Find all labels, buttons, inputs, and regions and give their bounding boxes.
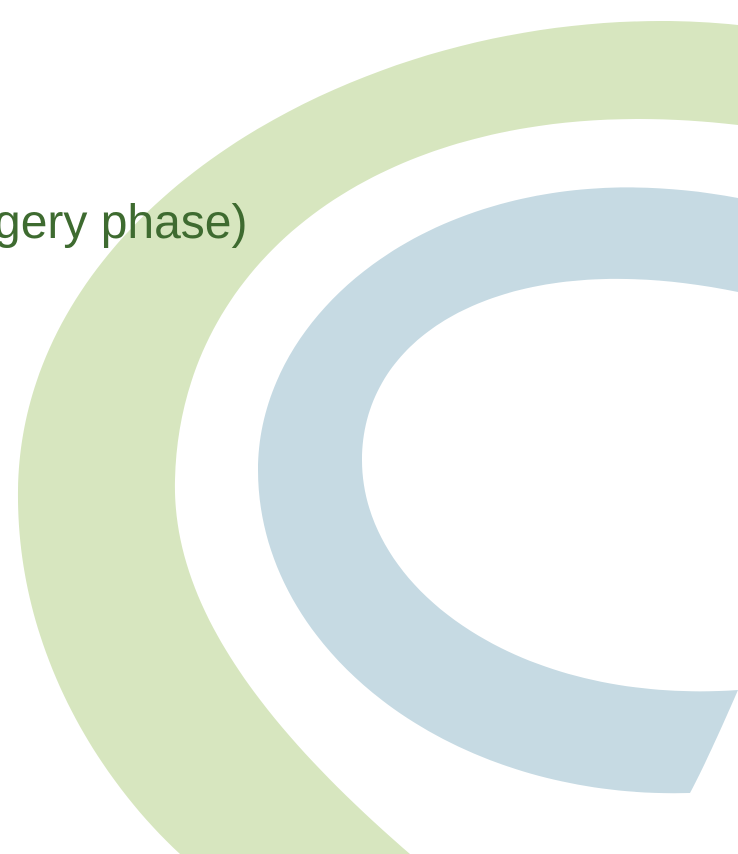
blue-arc bbox=[258, 187, 738, 794]
green-arc bbox=[17, 21, 738, 854]
slide-text: gery phase) bbox=[0, 196, 247, 249]
